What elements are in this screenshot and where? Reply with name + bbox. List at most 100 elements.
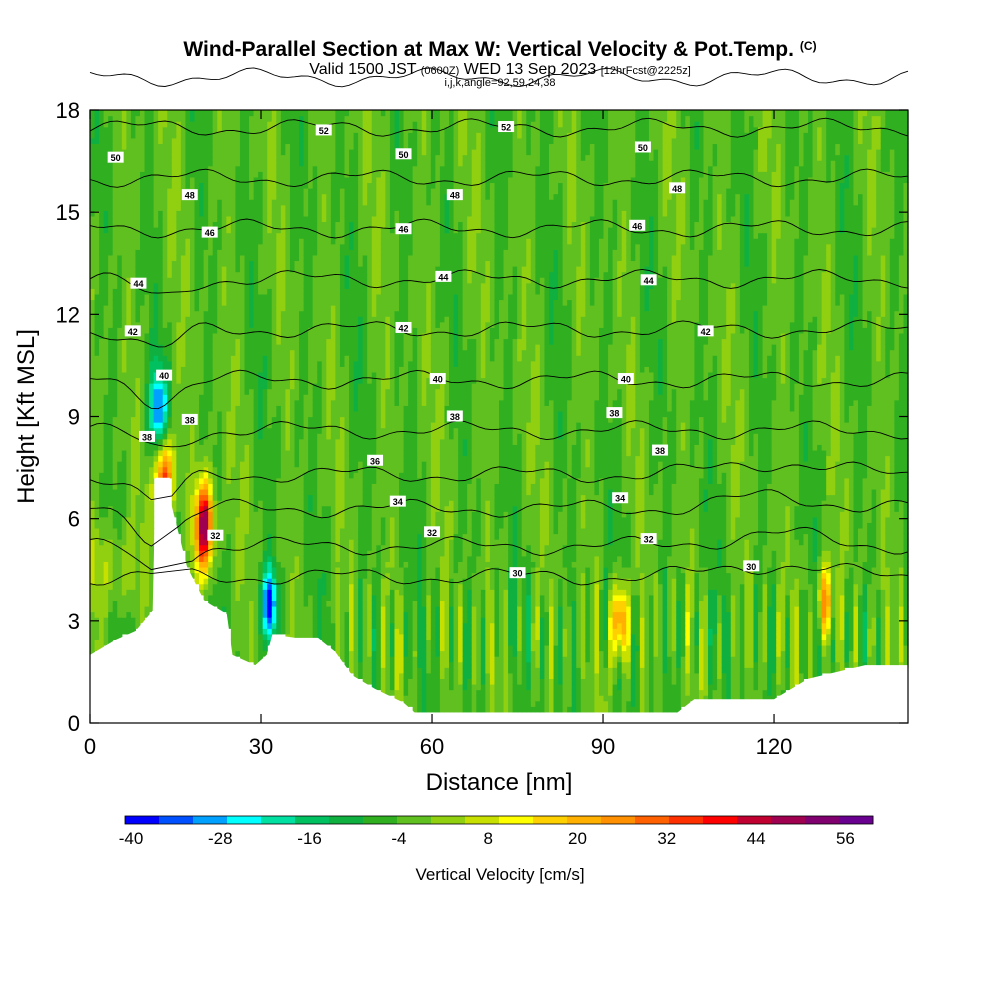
- theta-contour-line: [89, 168, 909, 188]
- x-axis-label: Distance [nm]: [426, 769, 573, 796]
- contour-label: 30: [746, 562, 756, 572]
- colorbar-swatch: [261, 816, 296, 824]
- theta-contour-line: [89, 319, 909, 348]
- colorbar-label: -16: [297, 829, 322, 848]
- contour-label-bg: [107, 151, 124, 163]
- contour-label-bg: [315, 124, 332, 136]
- contour-label-bg: [640, 533, 657, 545]
- theta-contour-line: [89, 218, 909, 239]
- contour-label-bg: [395, 223, 412, 235]
- contour-label: 32: [644, 535, 654, 545]
- contour-label-bg: [612, 492, 629, 504]
- contour-label-bg: [629, 219, 646, 231]
- colorbar-swatch: [465, 816, 500, 824]
- contour-label-bg: [429, 373, 446, 385]
- colorbar-swatch: [125, 816, 160, 824]
- contour-label-bg: [395, 321, 412, 333]
- contour-label-bg: [139, 430, 156, 442]
- colorbar-swatch: [601, 816, 636, 824]
- colorbar-title: Vertical Velocity [cm/s]: [415, 865, 584, 884]
- x-tick-label: 60: [420, 734, 444, 759]
- contour-label-bg: [156, 369, 173, 381]
- contour-label: 38: [450, 412, 460, 422]
- colorbar-label: -4: [391, 829, 406, 848]
- contour-label: 32: [210, 531, 220, 541]
- theta-contour-line: [89, 268, 909, 294]
- colorbar-frame: [124, 815, 874, 825]
- contour-label: 44: [438, 272, 448, 282]
- colorbar: -40 -28 -16 -4 8 20 32 44 56 Vertical Velocity [c…: [119, 815, 874, 884]
- colorbar-swatch: [567, 816, 602, 824]
- theta-contour-line: [89, 489, 909, 547]
- colorbar-label: 8: [483, 829, 492, 848]
- theta-contour-line: [89, 67, 909, 88]
- contour-label: 34: [615, 494, 625, 504]
- colorbar-swatch: [839, 816, 874, 824]
- colorbar-swatch: [363, 816, 398, 824]
- contour-label-bg: [367, 454, 384, 466]
- contour-label: 38: [185, 415, 195, 425]
- contour-label: 48: [672, 184, 682, 194]
- x-tick-label: 120: [756, 734, 793, 759]
- colorbar-swatch: [397, 816, 432, 824]
- forecast-info: [12hrFcst@2225z]: [600, 65, 691, 77]
- valid-date: WED 13 Sep 2023: [463, 61, 597, 78]
- theta-contour-line: [89, 461, 909, 501]
- contour-label: 40: [433, 375, 443, 385]
- theta-contour-line: [89, 420, 909, 448]
- contour-label: 38: [609, 409, 619, 419]
- colorbar-swatch: [669, 816, 704, 824]
- contour-label-bg: [652, 444, 669, 456]
- y-axis-label: Height [Kft MSL]: [13, 329, 40, 504]
- contour-label-bg: [606, 407, 623, 419]
- contour-label-bg: [201, 226, 218, 238]
- contour-label: 48: [185, 191, 195, 201]
- colorbar-swatch: [431, 816, 466, 824]
- colorbar-label: 44: [747, 829, 766, 848]
- colorbar-swatch: [533, 816, 568, 824]
- contour-label: 44: [133, 279, 143, 289]
- contour-label-bg: [669, 182, 686, 194]
- y-tick-label: 18: [56, 98, 80, 123]
- contour-label: 44: [644, 276, 654, 286]
- section-params: i,j,k,angle=92,59,24,38: [444, 77, 556, 89]
- theta-contour-line: [89, 369, 909, 410]
- contour-label: 42: [399, 323, 409, 333]
- chart-title: Wind-Parallel Section at Max W: Vertical…: [0, 38, 1000, 62]
- y-tick-label: 6: [68, 507, 80, 532]
- contour-label: 42: [701, 327, 711, 337]
- chart-title-text: Wind-Parallel Section at Max W: Vertical…: [183, 38, 794, 61]
- contour-label: 36: [370, 456, 380, 466]
- contour-label: 32: [427, 528, 437, 538]
- colorbar-swatch: [193, 816, 228, 824]
- contour-label: 46: [399, 225, 409, 235]
- contour-label-bg: [743, 560, 760, 572]
- x-tick-label: 90: [591, 734, 615, 759]
- valid-time: Valid 1500 JST: [309, 61, 417, 78]
- y-tick-label: 15: [56, 200, 80, 225]
- colorbar-label: 32: [657, 829, 676, 848]
- colorbar-label: -28: [208, 829, 233, 848]
- y-tick-label: 9: [68, 405, 80, 430]
- colorbar-label: 20: [568, 829, 587, 848]
- colorbar-swatch: [635, 816, 670, 824]
- colorbar-swatch: [329, 816, 364, 824]
- colorbar-swatch: [499, 816, 534, 824]
- contour-label: 30: [513, 569, 523, 579]
- colorbar-swatch: [295, 816, 330, 824]
- y-tick-label: 0: [68, 711, 80, 736]
- contour-label-bg: [498, 121, 515, 133]
- contour-label: 40: [159, 371, 169, 381]
- contour-label-bg: [130, 277, 147, 289]
- colorbar-swatch: [805, 816, 840, 824]
- colorbar-swatch: [703, 816, 738, 824]
- contour-labels: 52 52 50 50 50 48 48 48 46 46 46 44 44 44 42 42 42 40 40 40…: [107, 121, 760, 579]
- theta-contour-line: [89, 526, 909, 571]
- contour-label: 50: [111, 153, 121, 163]
- contour-label-bg: [509, 567, 526, 579]
- contour-label: 52: [501, 123, 511, 133]
- contour-label-bg: [435, 270, 452, 282]
- colorbar-swatch: [771, 816, 806, 824]
